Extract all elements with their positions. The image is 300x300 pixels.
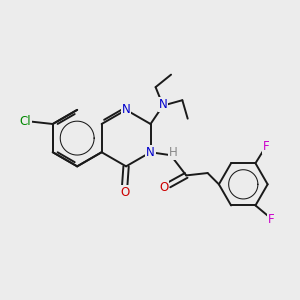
Text: O: O (120, 186, 129, 199)
Text: F: F (263, 140, 269, 153)
Text: H: H (169, 146, 178, 159)
Text: O: O (159, 181, 168, 194)
Text: N: N (159, 98, 167, 111)
Text: Cl: Cl (19, 115, 31, 128)
Text: N: N (146, 146, 155, 159)
Text: N: N (122, 103, 130, 116)
Text: F: F (268, 213, 275, 226)
